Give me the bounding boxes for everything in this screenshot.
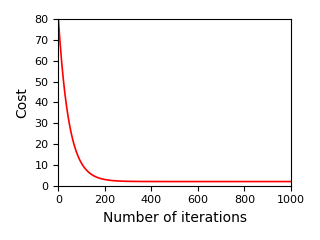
Y-axis label: Cost: Cost bbox=[15, 87, 29, 118]
X-axis label: Number of iterations: Number of iterations bbox=[103, 211, 247, 225]
